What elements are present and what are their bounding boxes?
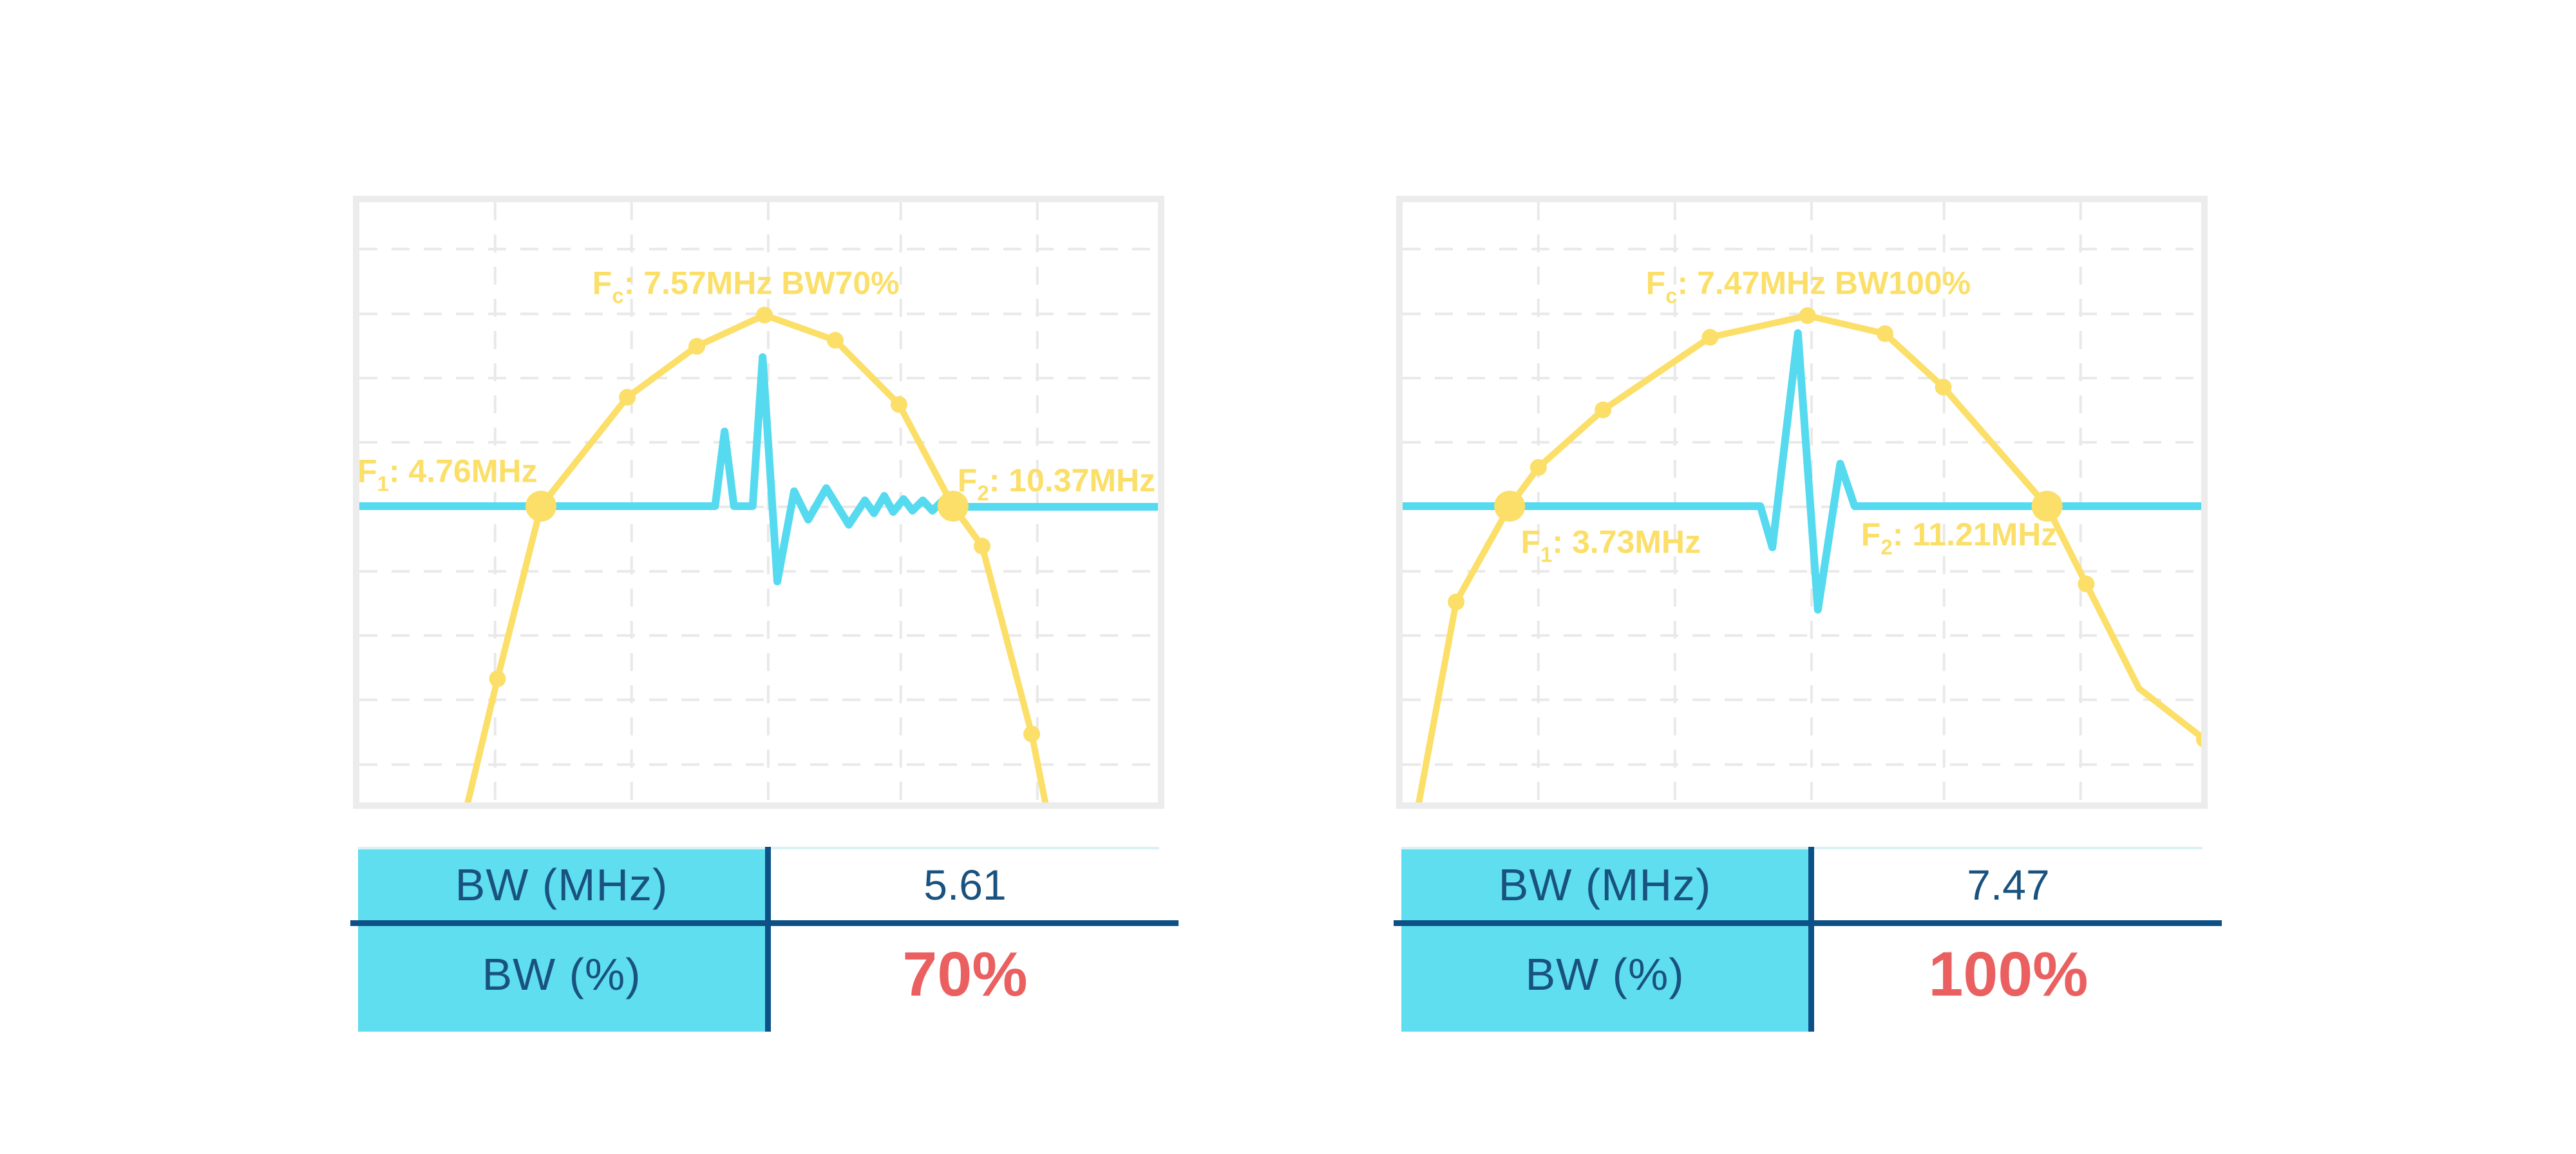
bandwidth-crossing-point	[1494, 491, 1526, 522]
table-value-bw-mhz: 5.61	[771, 849, 1159, 920]
bandwidth-crossing-point	[2031, 491, 2063, 522]
spectrum-data-point	[1799, 307, 1816, 325]
table-top-line	[1401, 847, 2202, 849]
chart-bw100: Fc: 7.47MHz BW100% F1: 3.73MHz F2: 11.21MH…	[1396, 196, 2208, 809]
bw-table-right: BW (MHz) BW (%) 7.47 100%	[1394, 847, 2222, 1032]
table-top-line	[358, 847, 1159, 849]
bandwidth-crossing-point	[526, 491, 556, 522]
table-label-bw-pct: BW (%)	[358, 926, 765, 1023]
table-label-bw-mhz: BW (MHz)	[1401, 849, 1808, 920]
spectrum-data-point	[1448, 593, 1465, 610]
table-value-bw-pct: 70%	[771, 926, 1159, 1023]
bandwidth-crossing-point	[937, 491, 969, 522]
f1-label: F1: 4.76MHz	[359, 453, 538, 495]
spectrum-data-point	[688, 337, 705, 355]
table-row-divider	[350, 920, 1179, 926]
table-vertical-divider	[765, 847, 771, 1032]
spectrum-data-point	[1023, 725, 1040, 743]
table-label-text: BW (MHz)	[1498, 860, 1712, 910]
spectrum-data-point	[1701, 328, 1719, 346]
bw-table-left: BW (MHz) BW (%) 5.61 70%	[350, 847, 1179, 1032]
spectrum-data-point	[827, 332, 844, 349]
spectrum-data-point	[974, 538, 990, 554]
spectrum-data-point	[1530, 459, 1547, 476]
f2-label: F2: 11.21MHz	[1861, 516, 2058, 559]
table-value-text: 7.47	[1967, 861, 2050, 909]
pulse-curve	[359, 353, 1158, 585]
table-label-bw-pct: BW (%)	[1401, 926, 1808, 1023]
fc-label: Fc: 7.57MHz BW70%	[592, 265, 900, 308]
table-header-column	[358, 847, 765, 1032]
f1-label: F1: 3.73MHz	[1521, 524, 1701, 566]
spectrum-data-point	[2078, 575, 2095, 592]
table-value-bw-mhz: 7.47	[1814, 849, 2202, 920]
f2-label: F2: 10.37MHz	[958, 462, 1155, 505]
pulse-curve	[1403, 329, 2201, 614]
fc-label: Fc: 7.47MHz BW100%	[1646, 265, 1971, 308]
spectrum-data-point	[1595, 401, 1612, 419]
spectrum-data-point	[756, 307, 773, 324]
table-label-text: BW (%)	[1525, 949, 1685, 999]
spectrum-data-point	[1877, 325, 1893, 343]
table-value-text: 5.61	[923, 861, 1007, 909]
chart-bw70: Fc: 7.57MHz BW70% F1: 4.76MHz F2: 10.37MHz	[353, 196, 1164, 809]
table-value-text: 70%	[902, 939, 1028, 1009]
chart-bw70-svg: Fc: 7.57MHz BW70% F1: 4.76MHz F2: 10.37MHz	[359, 202, 1158, 802]
spectrum-data-point	[489, 670, 506, 687]
spectrum-data-point	[2196, 732, 2201, 748]
table-vertical-divider	[1808, 847, 1814, 1032]
spectrum-data-point	[891, 396, 907, 413]
chart-bw100-svg: Fc: 7.47MHz BW100% F1: 3.73MHz F2: 11.21MH…	[1403, 202, 2201, 802]
table-value-bw-pct: 100%	[1814, 926, 2202, 1023]
table-value-text: 100%	[1928, 939, 2088, 1009]
spectrum-data-point	[619, 388, 636, 406]
table-label-text: BW (%)	[482, 949, 641, 999]
table-label-text: BW (MHz)	[455, 860, 668, 910]
spectrum-data-point	[1935, 379, 1952, 396]
table-header-column	[1401, 847, 1808, 1032]
table-row-divider	[1394, 920, 2222, 926]
spectrum-curve	[464, 312, 1049, 802]
table-label-bw-mhz: BW (MHz)	[358, 849, 765, 920]
